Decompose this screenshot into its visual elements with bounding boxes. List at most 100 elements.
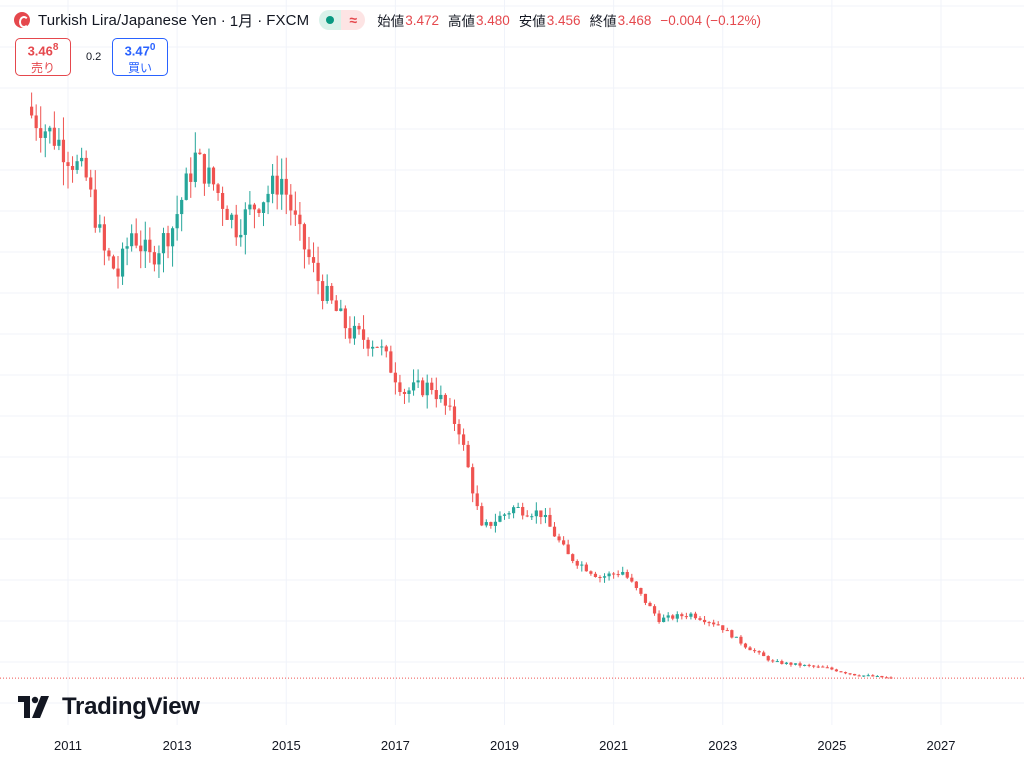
candle-body — [316, 262, 320, 282]
candle — [625, 569, 629, 579]
candle — [120, 242, 125, 285]
candle-body — [552, 526, 557, 537]
candle — [311, 242, 316, 273]
candle-body — [543, 514, 548, 518]
close-label: 終値 — [589, 14, 617, 29]
candle — [443, 393, 447, 415]
candle-body — [793, 663, 798, 665]
candle — [130, 224, 134, 252]
candle-body — [502, 514, 507, 516]
candle-body — [452, 406, 457, 424]
candle — [307, 236, 311, 265]
candle-body — [857, 675, 861, 677]
candle-body — [384, 346, 388, 352]
candle-body — [39, 128, 43, 138]
candle — [302, 222, 307, 269]
candle-body — [889, 677, 893, 679]
candle — [361, 315, 366, 349]
candle — [712, 619, 716, 627]
title-separator: · — [257, 11, 263, 29]
buy-price-pip: 0 — [149, 42, 156, 53]
candle-body — [34, 115, 38, 129]
candle-body — [721, 625, 725, 631]
symbol-title[interactable]: Turkish Lira/Japanese Yen — [38, 11, 217, 29]
candle — [643, 593, 648, 606]
candle-body — [725, 630, 729, 632]
candle — [616, 570, 620, 578]
candle-body — [293, 210, 297, 215]
candle-body — [434, 390, 438, 400]
candle — [848, 673, 852, 676]
candle — [298, 201, 302, 241]
candle — [271, 164, 275, 204]
candle-body — [130, 233, 134, 247]
candle — [793, 663, 798, 666]
candle-body — [580, 564, 584, 566]
candle-body — [375, 346, 379, 348]
candle — [698, 616, 702, 621]
low-value: 3.456 — [546, 12, 581, 28]
candle — [339, 299, 343, 312]
candle-body — [389, 351, 393, 373]
candle-body — [693, 613, 698, 619]
candle-body — [698, 618, 702, 620]
candle-body — [875, 675, 879, 677]
candle — [220, 186, 225, 226]
candle-body — [884, 677, 889, 679]
market-status-pill[interactable]: ≈ — [319, 10, 366, 30]
candle — [102, 216, 106, 266]
interval-label[interactable]: 1月 — [229, 12, 254, 30]
candle-body — [557, 536, 561, 541]
candle-body — [202, 154, 207, 184]
candle — [762, 650, 766, 657]
candle — [880, 675, 884, 678]
candle — [375, 346, 379, 348]
candle-body — [357, 325, 361, 330]
candle-body — [220, 193, 225, 209]
candle — [871, 674, 875, 677]
candle-body — [180, 199, 184, 215]
candle-body — [643, 593, 648, 603]
candle-body — [57, 139, 61, 146]
candle — [634, 581, 638, 591]
candle-body — [589, 571, 593, 574]
candle — [598, 575, 602, 583]
candle — [602, 573, 607, 583]
candle-body — [321, 281, 325, 301]
candle-body — [511, 507, 516, 514]
change-value: −0.004 (−0.12%) — [660, 12, 761, 28]
candle-body — [489, 522, 493, 526]
candle — [584, 562, 588, 572]
candle — [780, 659, 784, 665]
candle — [666, 612, 670, 622]
candle-body — [789, 662, 793, 665]
candle — [89, 169, 93, 198]
candle — [789, 661, 793, 667]
candle — [684, 612, 688, 620]
exchange-label: FXCM — [266, 11, 310, 29]
candle — [170, 226, 175, 267]
candle-body — [230, 214, 234, 220]
candle-body — [680, 614, 684, 617]
candle — [198, 148, 202, 155]
buy-button[interactable]: 3.470 買い — [112, 38, 168, 76]
candle-body — [211, 167, 216, 185]
candle-body — [666, 615, 670, 618]
candle — [830, 666, 834, 671]
sell-button[interactable]: 3.468 売り — [15, 38, 71, 76]
candle — [498, 511, 502, 523]
candle-body — [139, 245, 143, 252]
candle — [239, 219, 243, 247]
candle-body — [411, 382, 416, 391]
candle — [652, 604, 657, 616]
candle-body — [684, 616, 688, 618]
candle-body — [516, 507, 520, 509]
candle — [416, 369, 420, 389]
candle-body — [798, 663, 802, 666]
candle — [180, 197, 184, 232]
candle — [543, 508, 548, 524]
candle-body — [830, 667, 834, 670]
candle — [502, 513, 507, 520]
candle-body — [371, 346, 375, 349]
